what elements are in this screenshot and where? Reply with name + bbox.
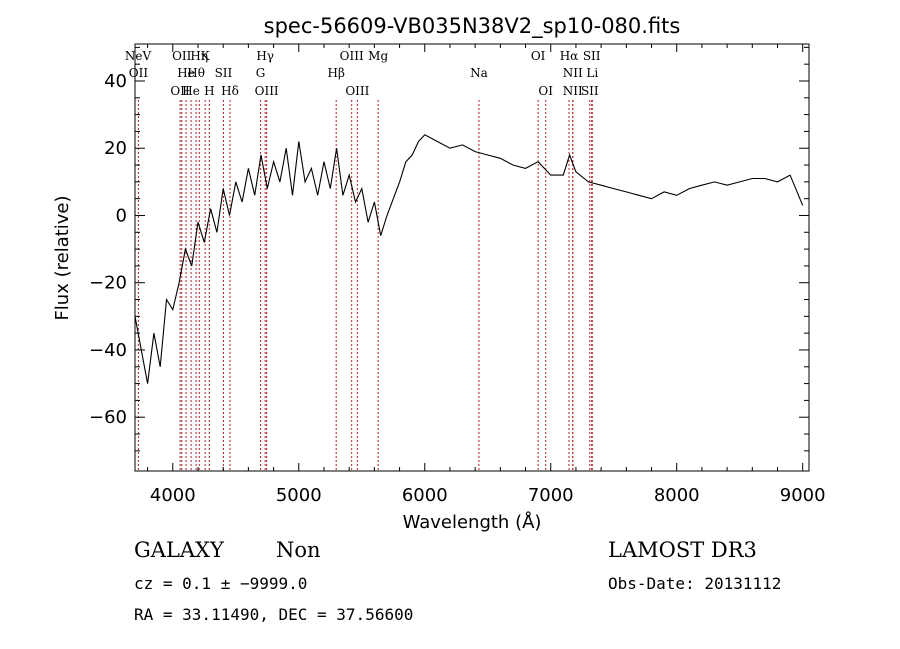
- x-tick-label: 7000: [528, 485, 574, 506]
- line-label: Hδ: [221, 84, 239, 98]
- line-label: SII: [215, 66, 233, 80]
- obs-date: Obs-Date: 20131112: [608, 574, 782, 593]
- y-axis-ticks: −60 −40 −20 0 20 40: [89, 46, 809, 452]
- y-tick-label: −20: [89, 273, 127, 294]
- line-label: NeV: [125, 49, 152, 63]
- x-axis-ticks: 4000 5000 6000 7000 8000 9000: [147, 44, 826, 506]
- line-label: Mg: [368, 49, 388, 63]
- y-tick-label: 20: [104, 138, 127, 159]
- x-tick-label: 5000: [276, 485, 322, 506]
- line-label: He: [182, 84, 200, 98]
- line-label: OII: [170, 84, 190, 98]
- line-label: He: [177, 66, 195, 80]
- line-label: OI: [531, 49, 546, 63]
- emission-line-markers: [137, 100, 593, 471]
- line-label: SII: [581, 84, 599, 98]
- flux-series-line: [134, 134, 804, 384]
- plot-frame: [134, 43, 810, 472]
- line-label: OIII: [340, 49, 364, 63]
- line-label: OII: [172, 49, 192, 63]
- y-tick-label: 40: [104, 71, 127, 92]
- line-label: Hγ: [256, 49, 274, 63]
- object-subclass: Non: [276, 538, 321, 562]
- y-axis-label: Flux (relative): [52, 195, 73, 320]
- y-tick-label: 0: [116, 205, 127, 226]
- x-tick-label: 4000: [150, 485, 196, 506]
- x-tick-label: 9000: [780, 485, 826, 506]
- line-label: K: [201, 49, 211, 63]
- survey-name: LAMOST DR3: [608, 538, 757, 562]
- line-label: OIII: [345, 84, 369, 98]
- line-label: H: [204, 84, 214, 98]
- line-label: OI: [538, 84, 553, 98]
- line-label: Li: [586, 66, 598, 80]
- x-tick-label: 8000: [654, 485, 700, 506]
- line-label: NII: [563, 84, 583, 98]
- x-tick-label: 6000: [402, 485, 448, 506]
- line-label: OII: [129, 66, 149, 80]
- y-tick-label: −60: [89, 407, 127, 428]
- y-tick-label: −40: [89, 340, 127, 361]
- line-label: Na: [470, 66, 488, 80]
- redshift-text: cz = 0.1 ± −9999.0: [134, 574, 308, 593]
- line-label: SII: [583, 49, 601, 63]
- line-label: OIII: [255, 84, 279, 98]
- coordinates-text: RA = 33.11490, DEC = 37.56600: [134, 605, 414, 624]
- line-label: Hα: [560, 49, 579, 63]
- emission-line-labels: NeVOIIOIIOIIHeHeHηHθHKSIIHδHγGOIIIOIIIHβ…: [125, 49, 601, 98]
- line-label: NII: [563, 66, 583, 80]
- chart-title: spec-56609-VB035N38V2_sp10-080.fits: [264, 14, 681, 39]
- object-class: GALAXY: [134, 538, 224, 562]
- line-label: Hθ: [187, 66, 205, 80]
- line-label: Hβ: [327, 66, 344, 80]
- x-axis-label: Wavelength (Å): [403, 511, 542, 533]
- line-label: G: [256, 66, 266, 80]
- line-label: Hη: [190, 49, 208, 63]
